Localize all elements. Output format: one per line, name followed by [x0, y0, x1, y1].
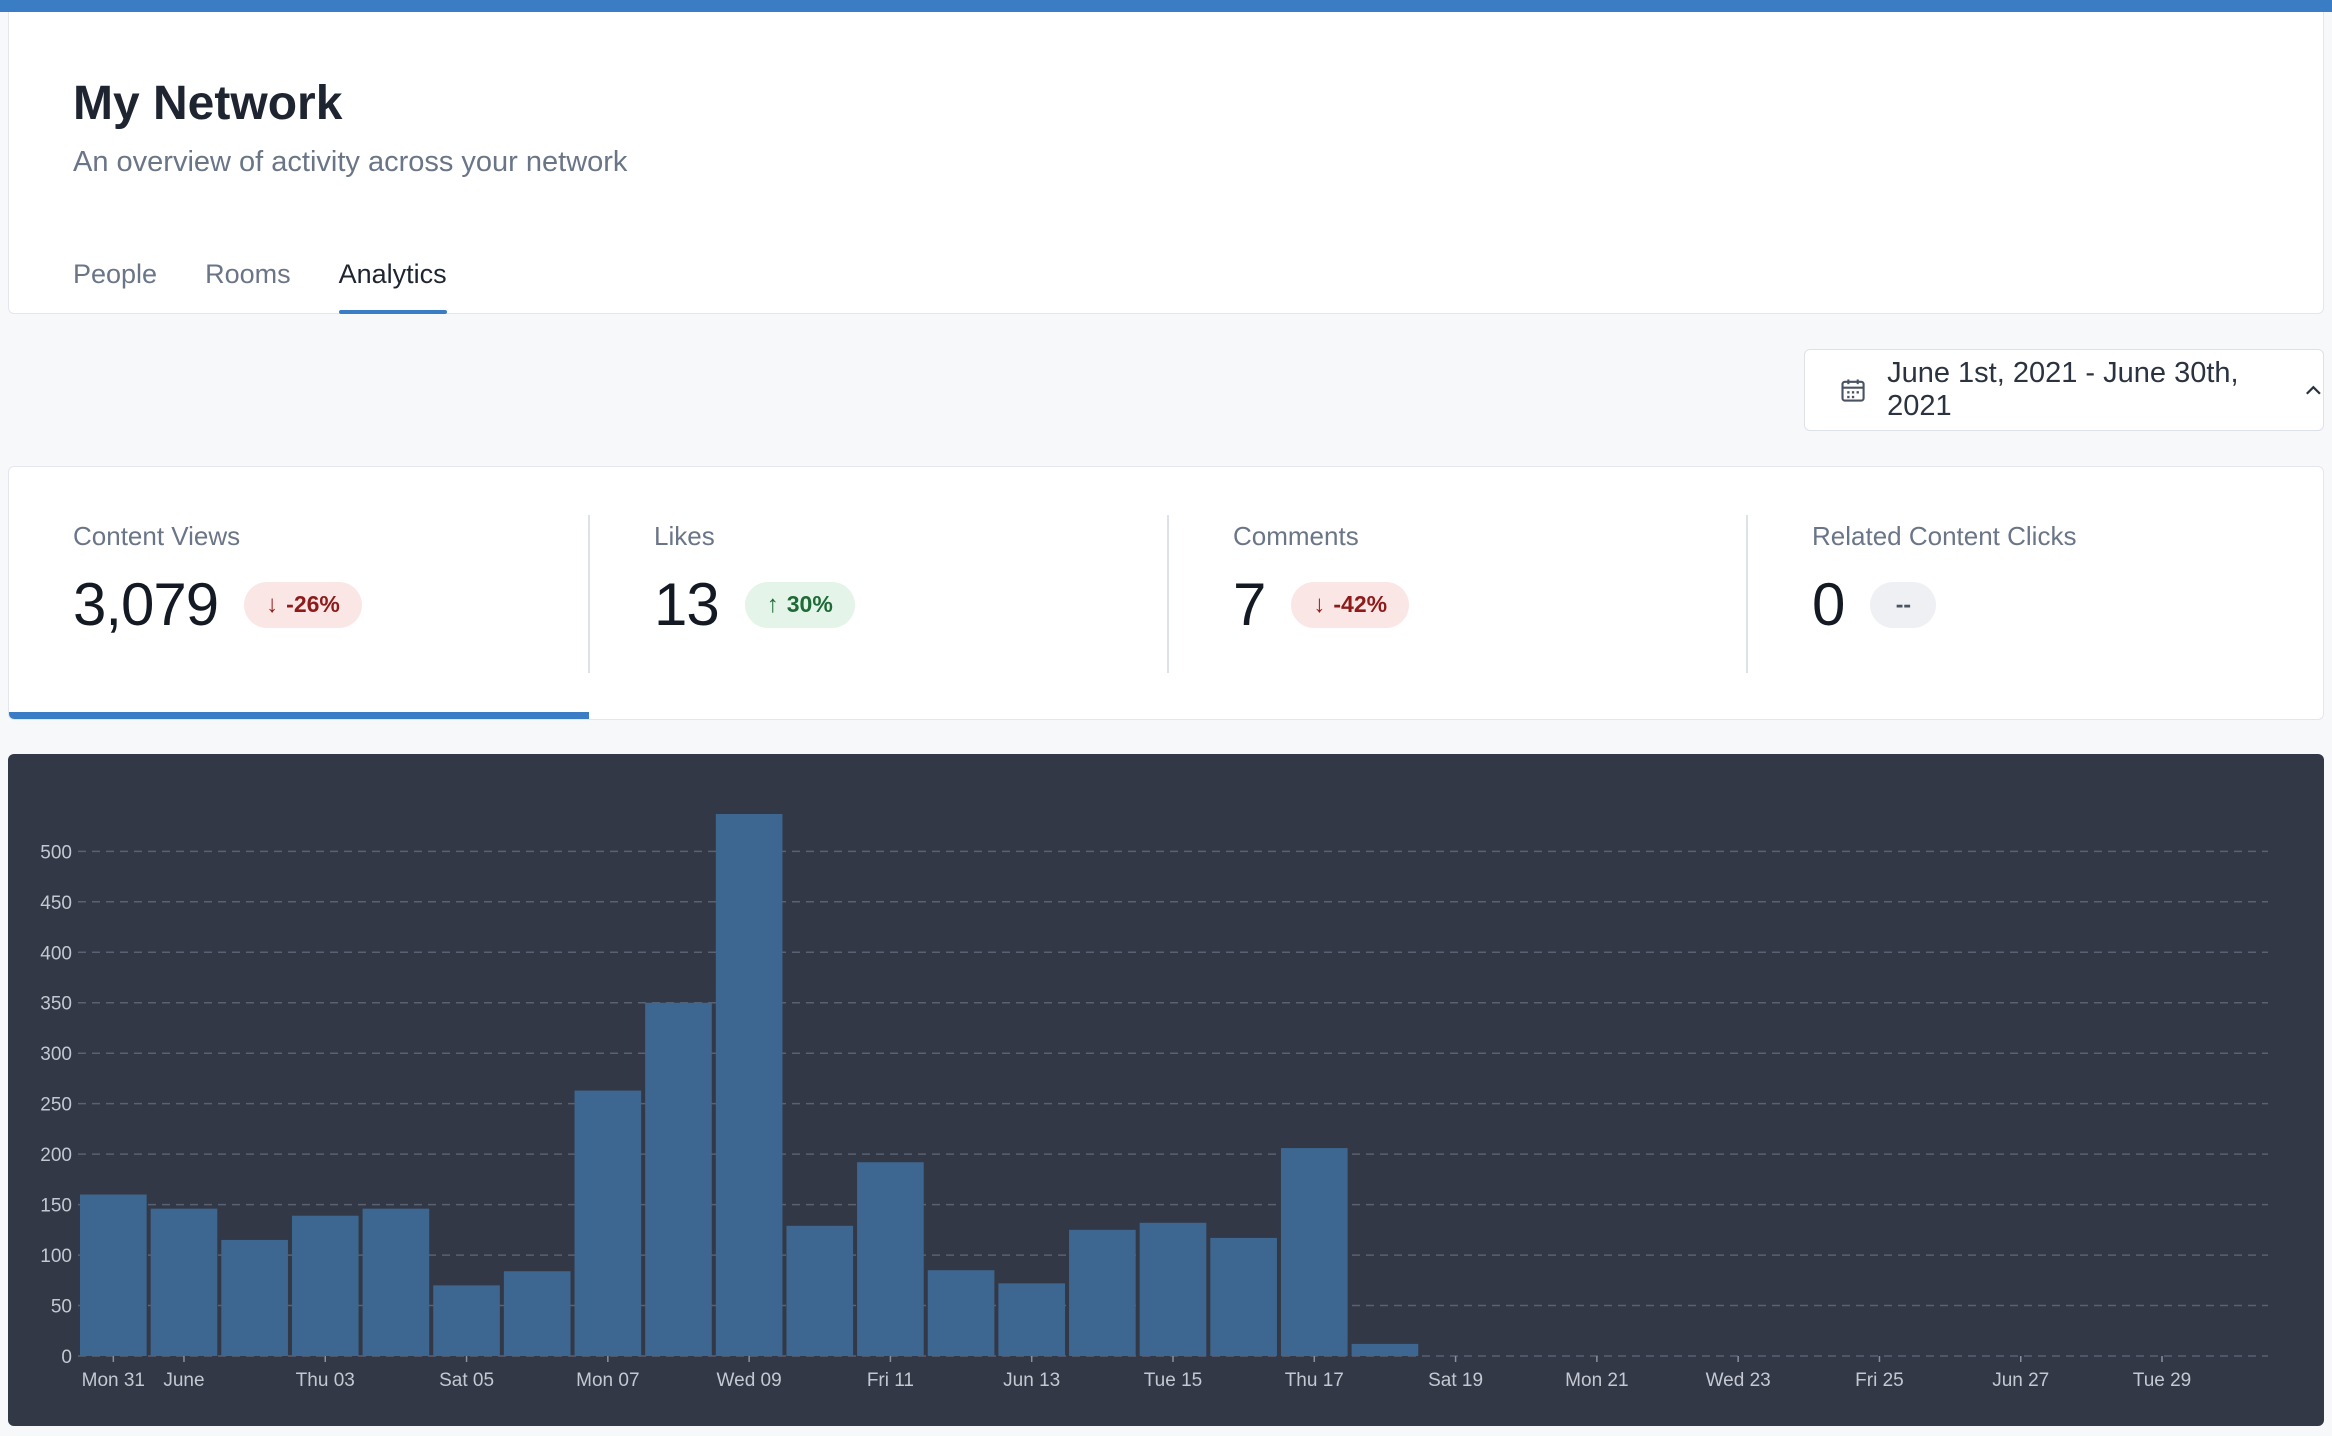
bar [645, 1002, 712, 1356]
tab-bar: People Rooms Analytics [73, 248, 495, 314]
bar [927, 1270, 995, 1356]
x-tick-label: Thu 17 [1285, 1370, 1344, 1391]
change-badge: ↓ -26% [244, 581, 362, 628]
y-tick-label: 400 [40, 943, 72, 964]
x-tick-label: Sat 19 [1428, 1370, 1483, 1391]
page-title: My Network [73, 77, 343, 130]
arrow-down-icon: ↓ [266, 590, 279, 618]
bar [291, 1215, 359, 1356]
y-tick-label: 500 [40, 842, 72, 863]
stat-value: 7 [1233, 571, 1266, 638]
bar [715, 814, 783, 1356]
y-tick-label: 100 [40, 1246, 72, 1267]
bar [1139, 1222, 1207, 1356]
change-value: -- [1895, 591, 1912, 617]
x-tick-label: Fri 25 [1855, 1370, 1904, 1391]
stat-content-views[interactable]: Content Views 3,079 ↓ -26% [9, 515, 588, 673]
x-tick-label: Wed 09 [717, 1370, 782, 1391]
bar [786, 1225, 854, 1356]
x-tick-label: Fri 11 [867, 1370, 914, 1391]
tab-analytics[interactable]: Analytics [338, 248, 447, 314]
y-tick-label: 450 [40, 893, 72, 914]
bar [221, 1239, 288, 1356]
stat-likes[interactable]: Likes 13 ↑ 30% [588, 515, 1167, 673]
y-tick-label: 150 [40, 1196, 72, 1217]
date-range-picker[interactable]: June 1st, 2021 - June 30th, 2021 [1804, 349, 2324, 431]
y-tick-label: 50 [51, 1297, 72, 1318]
stat-label: Content Views [73, 521, 241, 551]
x-tick-label: Thu 03 [296, 1370, 355, 1391]
selected-stat-indicator [9, 712, 589, 719]
y-tick-label: 350 [40, 994, 72, 1015]
bar [857, 1162, 924, 1356]
bar [1351, 1343, 1419, 1356]
arrow-down-icon: ↓ [1313, 590, 1326, 618]
stat-label: Comments [1233, 521, 1359, 551]
tab-rooms[interactable]: Rooms [205, 259, 291, 289]
x-tick-label: Sat 05 [439, 1370, 494, 1391]
bar [80, 1194, 147, 1356]
date-range-label: June 1st, 2021 - June 30th, 2021 [1887, 357, 2239, 422]
y-tick-label: 300 [40, 1044, 72, 1065]
bar [1280, 1148, 1348, 1356]
calendar-icon [1841, 379, 1865, 402]
tab-people[interactable]: People [73, 259, 158, 289]
bar [1210, 1237, 1277, 1356]
y-tick-label: 250 [40, 1095, 72, 1116]
x-tick-label: Mon 07 [576, 1370, 639, 1391]
change-value: -42% [1333, 591, 1388, 617]
stat-value: 13 [654, 571, 720, 638]
arrow-up-icon: ↑ [766, 590, 779, 618]
change-badge: -- [1870, 581, 1937, 628]
stat-label: Related Content Clicks [1812, 521, 2077, 551]
y-tick-label: 0 [61, 1347, 72, 1368]
bar [1069, 1229, 1136, 1356]
x-tick-label: Tue 29 [2133, 1370, 2191, 1391]
y-tick-label: 200 [40, 1145, 72, 1166]
bar [433, 1285, 500, 1356]
stat-value: 0 [1812, 571, 1845, 638]
x-tick-label: Tue 15 [1144, 1370, 1202, 1391]
content-views-chart: 0 50 100 150 200 250 300 350 400 450 500 Mon 31 June… [8, 754, 2324, 1426]
x-tick-label: Mon 21 [1565, 1370, 1628, 1391]
bar [150, 1208, 218, 1356]
stat-label: Likes [654, 521, 715, 551]
x-tick-label: Wed 23 [1706, 1370, 1771, 1391]
x-tick-label: Jun 13 [1003, 1370, 1060, 1391]
stat-value: 3,079 [73, 571, 219, 638]
bar [362, 1208, 430, 1356]
x-tick-label: Mon 31 [82, 1370, 145, 1391]
stat-related-content-clicks[interactable]: Related Content Clicks 0 -- [1746, 515, 2323, 673]
bar [998, 1283, 1066, 1356]
chevron-up-icon [2306, 385, 2321, 395]
change-value: -26% [286, 591, 340, 617]
stats-summary: Content Views 3,079 ↓ -26% Likes 13 ↑ 30… [8, 466, 2324, 720]
change-value: 30% [786, 591, 833, 617]
bar [574, 1090, 642, 1356]
change-badge: ↓ -42% [1291, 581, 1410, 628]
x-tick-label: June [163, 1370, 204, 1391]
bar-chart: 0 50 100 150 200 250 300 350 400 450 500 Mon 31 June… [40, 814, 2268, 1391]
stat-comments[interactable]: Comments 7 ↓ -42% [1167, 515, 1746, 673]
top-accent-bar [0, 0, 2332, 12]
change-badge: ↑ 30% [744, 581, 855, 628]
x-tick-label: Jun 27 [1992, 1370, 2049, 1391]
page-subtitle: An overview of activity across your netw… [73, 146, 628, 178]
bar [503, 1271, 571, 1356]
page-header: My Network An overview of activity acros… [8, 12, 2324, 314]
